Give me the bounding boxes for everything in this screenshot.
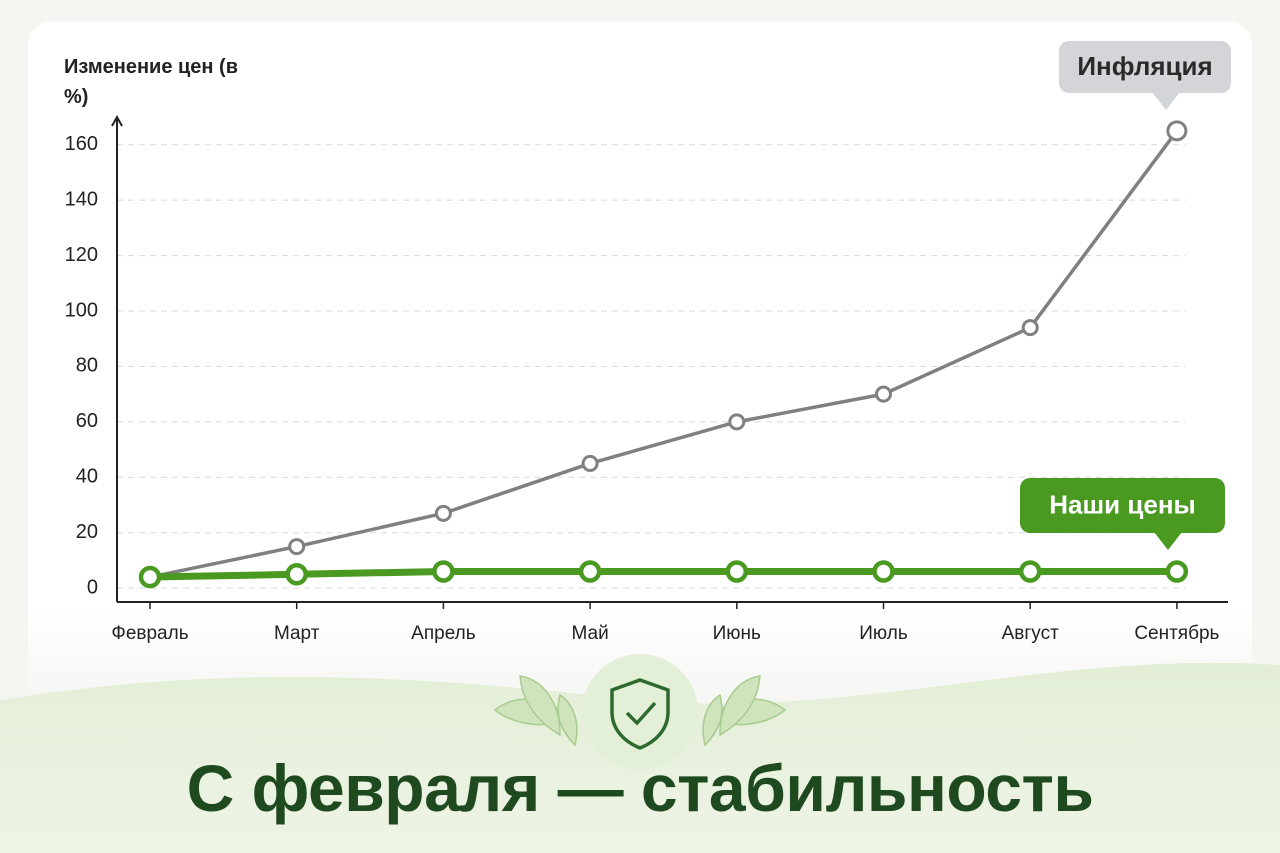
y-tick-label: 40 xyxy=(76,466,98,488)
point-marker xyxy=(285,563,308,586)
caption: С февраля — стабильность xyxy=(186,751,1094,825)
x-tick-label: Март xyxy=(274,623,320,644)
y-tick-label: 20 xyxy=(76,521,98,543)
y-tick-label: 100 xyxy=(65,299,98,321)
point-marker xyxy=(725,560,749,583)
x-tick-label: Сентябрь xyxy=(1134,623,1219,644)
y-tick-label: 160 xyxy=(65,133,98,155)
point-marker xyxy=(872,560,895,583)
series-line xyxy=(149,129,1179,579)
x-tick-label: Август xyxy=(1002,623,1059,644)
point-marker xyxy=(578,560,602,583)
legend-callout: Инфляция xyxy=(1059,41,1231,110)
y-tick-label: 120 xyxy=(65,244,98,266)
legend-label: Инфляция xyxy=(1077,51,1212,81)
y-axis-arrow xyxy=(111,114,123,127)
point-marker xyxy=(1166,120,1188,142)
x-tick-label: Февраль xyxy=(111,623,188,644)
callout-box xyxy=(1059,41,1231,93)
point-marker xyxy=(1018,560,1042,583)
callout-box xyxy=(1020,478,1225,533)
legend-callout: Наши цены xyxy=(1020,478,1225,550)
point-marker xyxy=(1165,560,1189,583)
x-tick-label: Июль xyxy=(859,623,908,644)
card xyxy=(28,22,1252,712)
decoration xyxy=(493,654,787,770)
x-tick-label: Май xyxy=(571,623,608,644)
point-marker xyxy=(581,454,599,472)
point-marker xyxy=(434,504,452,522)
x-tick-label: Июнь xyxy=(713,623,761,644)
callout-pointer xyxy=(1154,532,1182,550)
point-marker xyxy=(728,413,746,431)
point-marker xyxy=(875,385,892,403)
point-marker xyxy=(138,565,162,589)
y-axis-label: Изменение цен (в %) xyxy=(64,56,239,108)
x-tick-label: Апрель xyxy=(411,623,476,644)
y-tick-label: 140 xyxy=(65,188,98,210)
series-line xyxy=(149,568,1177,581)
legend-label: Наши цены xyxy=(1049,489,1195,519)
point-marker xyxy=(288,538,306,556)
point-marker xyxy=(1021,319,1039,337)
y-tick-label: 0 xyxy=(87,576,98,598)
y-tick-label: 60 xyxy=(76,410,98,432)
y-tick-label: 80 xyxy=(76,355,98,377)
point-marker xyxy=(432,560,455,583)
callout-pointer xyxy=(1152,92,1180,110)
